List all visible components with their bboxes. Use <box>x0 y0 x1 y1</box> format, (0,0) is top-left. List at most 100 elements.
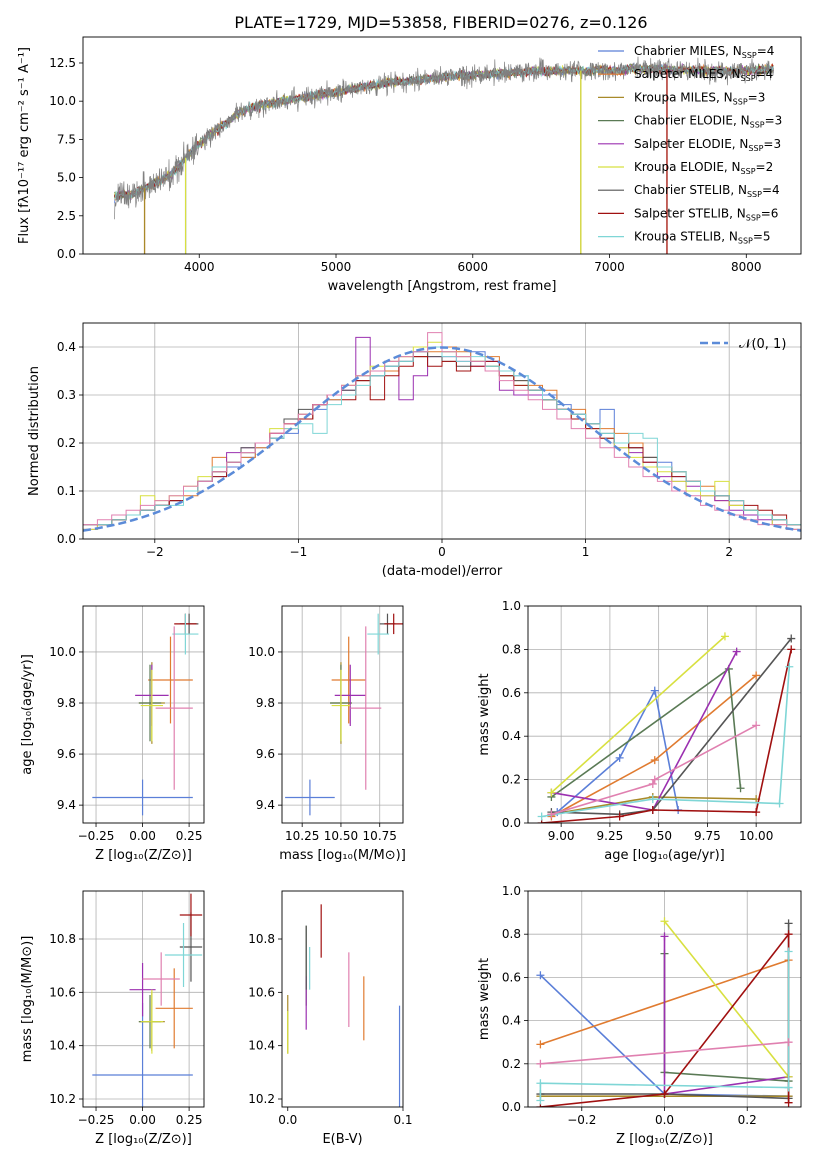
x-axis-label: mass [log₁₀(M/M⊙)] <box>279 848 406 863</box>
axes-frame <box>82 322 802 540</box>
y-tick-label: 0.4 <box>502 729 521 743</box>
y-tick-label: 10.0 <box>49 94 76 108</box>
x-axis-label: E(B-V) <box>322 1132 362 1147</box>
mass-weight-vs-Z-panel-plot <box>536 917 793 1107</box>
point-marker <box>648 795 657 804</box>
x-tick-label: −0.25 <box>78 829 115 843</box>
point-marker <box>784 947 793 956</box>
x-tick-label: 0.0 <box>655 1113 674 1127</box>
x-axis-label: wavelength [Angstrom, rest frame] <box>328 279 557 294</box>
x-tick-label: 10.75 <box>363 829 397 843</box>
point-marker <box>648 805 657 814</box>
y-tick-label: 0.6 <box>502 970 521 984</box>
point-marker <box>784 1038 793 1047</box>
y-tick-label: 5.0 <box>57 171 76 185</box>
series-chabrier_elodie <box>663 953 789 1082</box>
legend-entry: 𝒩(0, 1) <box>739 337 786 352</box>
residuals-legend: 𝒩(0, 1) <box>700 337 786 352</box>
y-tick-label: 0.6 <box>502 686 521 700</box>
point-marker <box>752 721 761 730</box>
point-marker <box>787 645 796 654</box>
y-tick-label: 9.8 <box>256 696 275 710</box>
y-tick-label: 10.8 <box>49 932 76 946</box>
point-marker <box>752 671 761 680</box>
point-marker <box>660 917 669 926</box>
y-tick-label: 9.4 <box>57 798 76 812</box>
point-marker <box>720 632 729 641</box>
mass-weight-vs-Z-panel: −0.2 0.0 0.2 0.0 0.2 0.4 0.6 0.8 1.0 Z [log₁₀(Z/Z… <box>477 884 802 1147</box>
point-marker <box>615 753 624 762</box>
y-tick-label: 1.0 <box>502 884 521 898</box>
x-tick-label: 10.25 <box>285 829 319 843</box>
y-axis-label: mass weight <box>477 673 492 755</box>
point-marker <box>547 810 556 819</box>
x-tick-label: 7000 <box>594 260 625 274</box>
series-salpeter_miles <box>551 674 757 818</box>
legend-entry: Salpeter ELODIE, NSSP=3 <box>634 137 781 153</box>
x-tick-label: 0.0 <box>278 1113 297 1127</box>
y-axis-label: Normed distribution <box>27 366 42 496</box>
point-marker <box>536 1079 545 1088</box>
observed-spectrum <box>114 56 774 220</box>
y-tick-label: 9.8 <box>57 696 76 710</box>
point-marker <box>537 812 546 821</box>
point-marker <box>660 932 669 941</box>
x-tick-label: 10.00 <box>739 829 773 843</box>
y-tick-label: 0.1 <box>57 484 76 498</box>
point-marker <box>785 662 794 671</box>
axes-frame <box>82 890 205 1108</box>
x-tick-label: 0.25 <box>176 1113 203 1127</box>
series-salpeter_norm <box>540 1041 789 1065</box>
mass-weight-vs-age-panel: 9.00 9.25 9.50 9.75 10.00 0.0 0.2 0.4 0.6 0.8 1.0 a… <box>477 599 802 863</box>
age-vs-Z-panel: −0.25 0.00 0.25 9.4 9.6 9.8 10.0 Z [log₁₀(Z/Z⊙)… <box>20 605 205 863</box>
y-tick-label: 0.0 <box>502 816 521 830</box>
x-axis-label: Z [log₁₀(Z/Z⊙)] <box>95 1132 192 1147</box>
y-tick-label: 0.3 <box>57 388 76 402</box>
y-tick-label: 10.0 <box>248 645 275 659</box>
y-tick-label: 10.8 <box>248 932 275 946</box>
y-tick-label: 10.2 <box>49 1092 76 1106</box>
point-marker <box>547 788 556 797</box>
point-marker <box>536 971 545 980</box>
point-marker <box>660 1090 669 1099</box>
chart-area: 4000 5000 6000 7000 80000.02.55.07.510.012.5… <box>17 36 802 1147</box>
y-tick-label: 0.2 <box>502 1057 521 1071</box>
y-axis-label: age [log₁₀(age/yr)] <box>20 654 35 775</box>
age-vs-mass-panel: 10.25 10.50 10.75 9.4 9.6 9.8 10.0 mass [log₁₀(… <box>248 605 406 863</box>
legend-entry: Salpeter MILES, NSSP=4 <box>634 67 773 83</box>
y-tick-label: 10.6 <box>248 985 275 999</box>
x-axis-label: (data-model)/error <box>382 564 503 579</box>
legend-entry: Chabrier MILES, NSSP=4 <box>634 44 774 60</box>
series-kroupa_stelib <box>539 951 790 1101</box>
legend-entry: Kroupa ELODIE, NSSP=2 <box>634 160 773 176</box>
spectrum-panel: 4000 5000 6000 7000 8000 0.0 2.5 5.0 7.5 10.0 12.5… <box>17 36 802 294</box>
point-marker <box>784 1098 793 1107</box>
point-marker <box>784 919 793 928</box>
x-tick-label: 8000 <box>731 260 762 274</box>
legend-entry: Kroupa MILES, NSSP=3 <box>634 90 765 106</box>
series-kroupa_elodie <box>663 920 790 1078</box>
point-marker <box>615 812 624 821</box>
point-marker <box>732 647 741 656</box>
y-tick-label: 0.0 <box>57 532 76 546</box>
x-tick-label: 0.1 <box>393 1113 412 1127</box>
x-tick-label: 0.00 <box>129 1113 156 1127</box>
point-marker <box>787 634 796 643</box>
point-marker <box>650 686 659 695</box>
histogram-salpeter_norm <box>83 332 801 530</box>
y-tick-label: 0.0 <box>502 1100 521 1114</box>
y-tick-label: 12.5 <box>49 56 76 70</box>
y-tick-label: 0.4 <box>502 1014 521 1028</box>
figure-title: PLATE=1729, MJD=53858, FIBERID=0276, z=0… <box>234 13 647 32</box>
x-tick-label: 10.50 <box>324 829 358 843</box>
x-tick-label: −0.25 <box>78 1113 115 1127</box>
mass-vs-Z-panel-plot <box>92 893 203 1107</box>
mass-vs-Z-panel: −0.25 0.00 0.25 10.2 10.4 10.6 10.8 Z [log₁₀(Z/… <box>20 890 205 1147</box>
x-tick-label: −0.2 <box>567 1113 596 1127</box>
point-marker <box>536 1096 545 1105</box>
x-tick-label: 1 <box>582 545 590 559</box>
axes-frame <box>82 605 205 824</box>
y-tick-label: 0.8 <box>502 927 521 941</box>
x-axis-label: Z [log₁₀(Z/Z⊙)] <box>616 1132 713 1147</box>
mass-vs-ebv-panel: 0.0 0.1 10.2 10.4 10.6 10.8 E(B-V) <box>248 890 413 1147</box>
